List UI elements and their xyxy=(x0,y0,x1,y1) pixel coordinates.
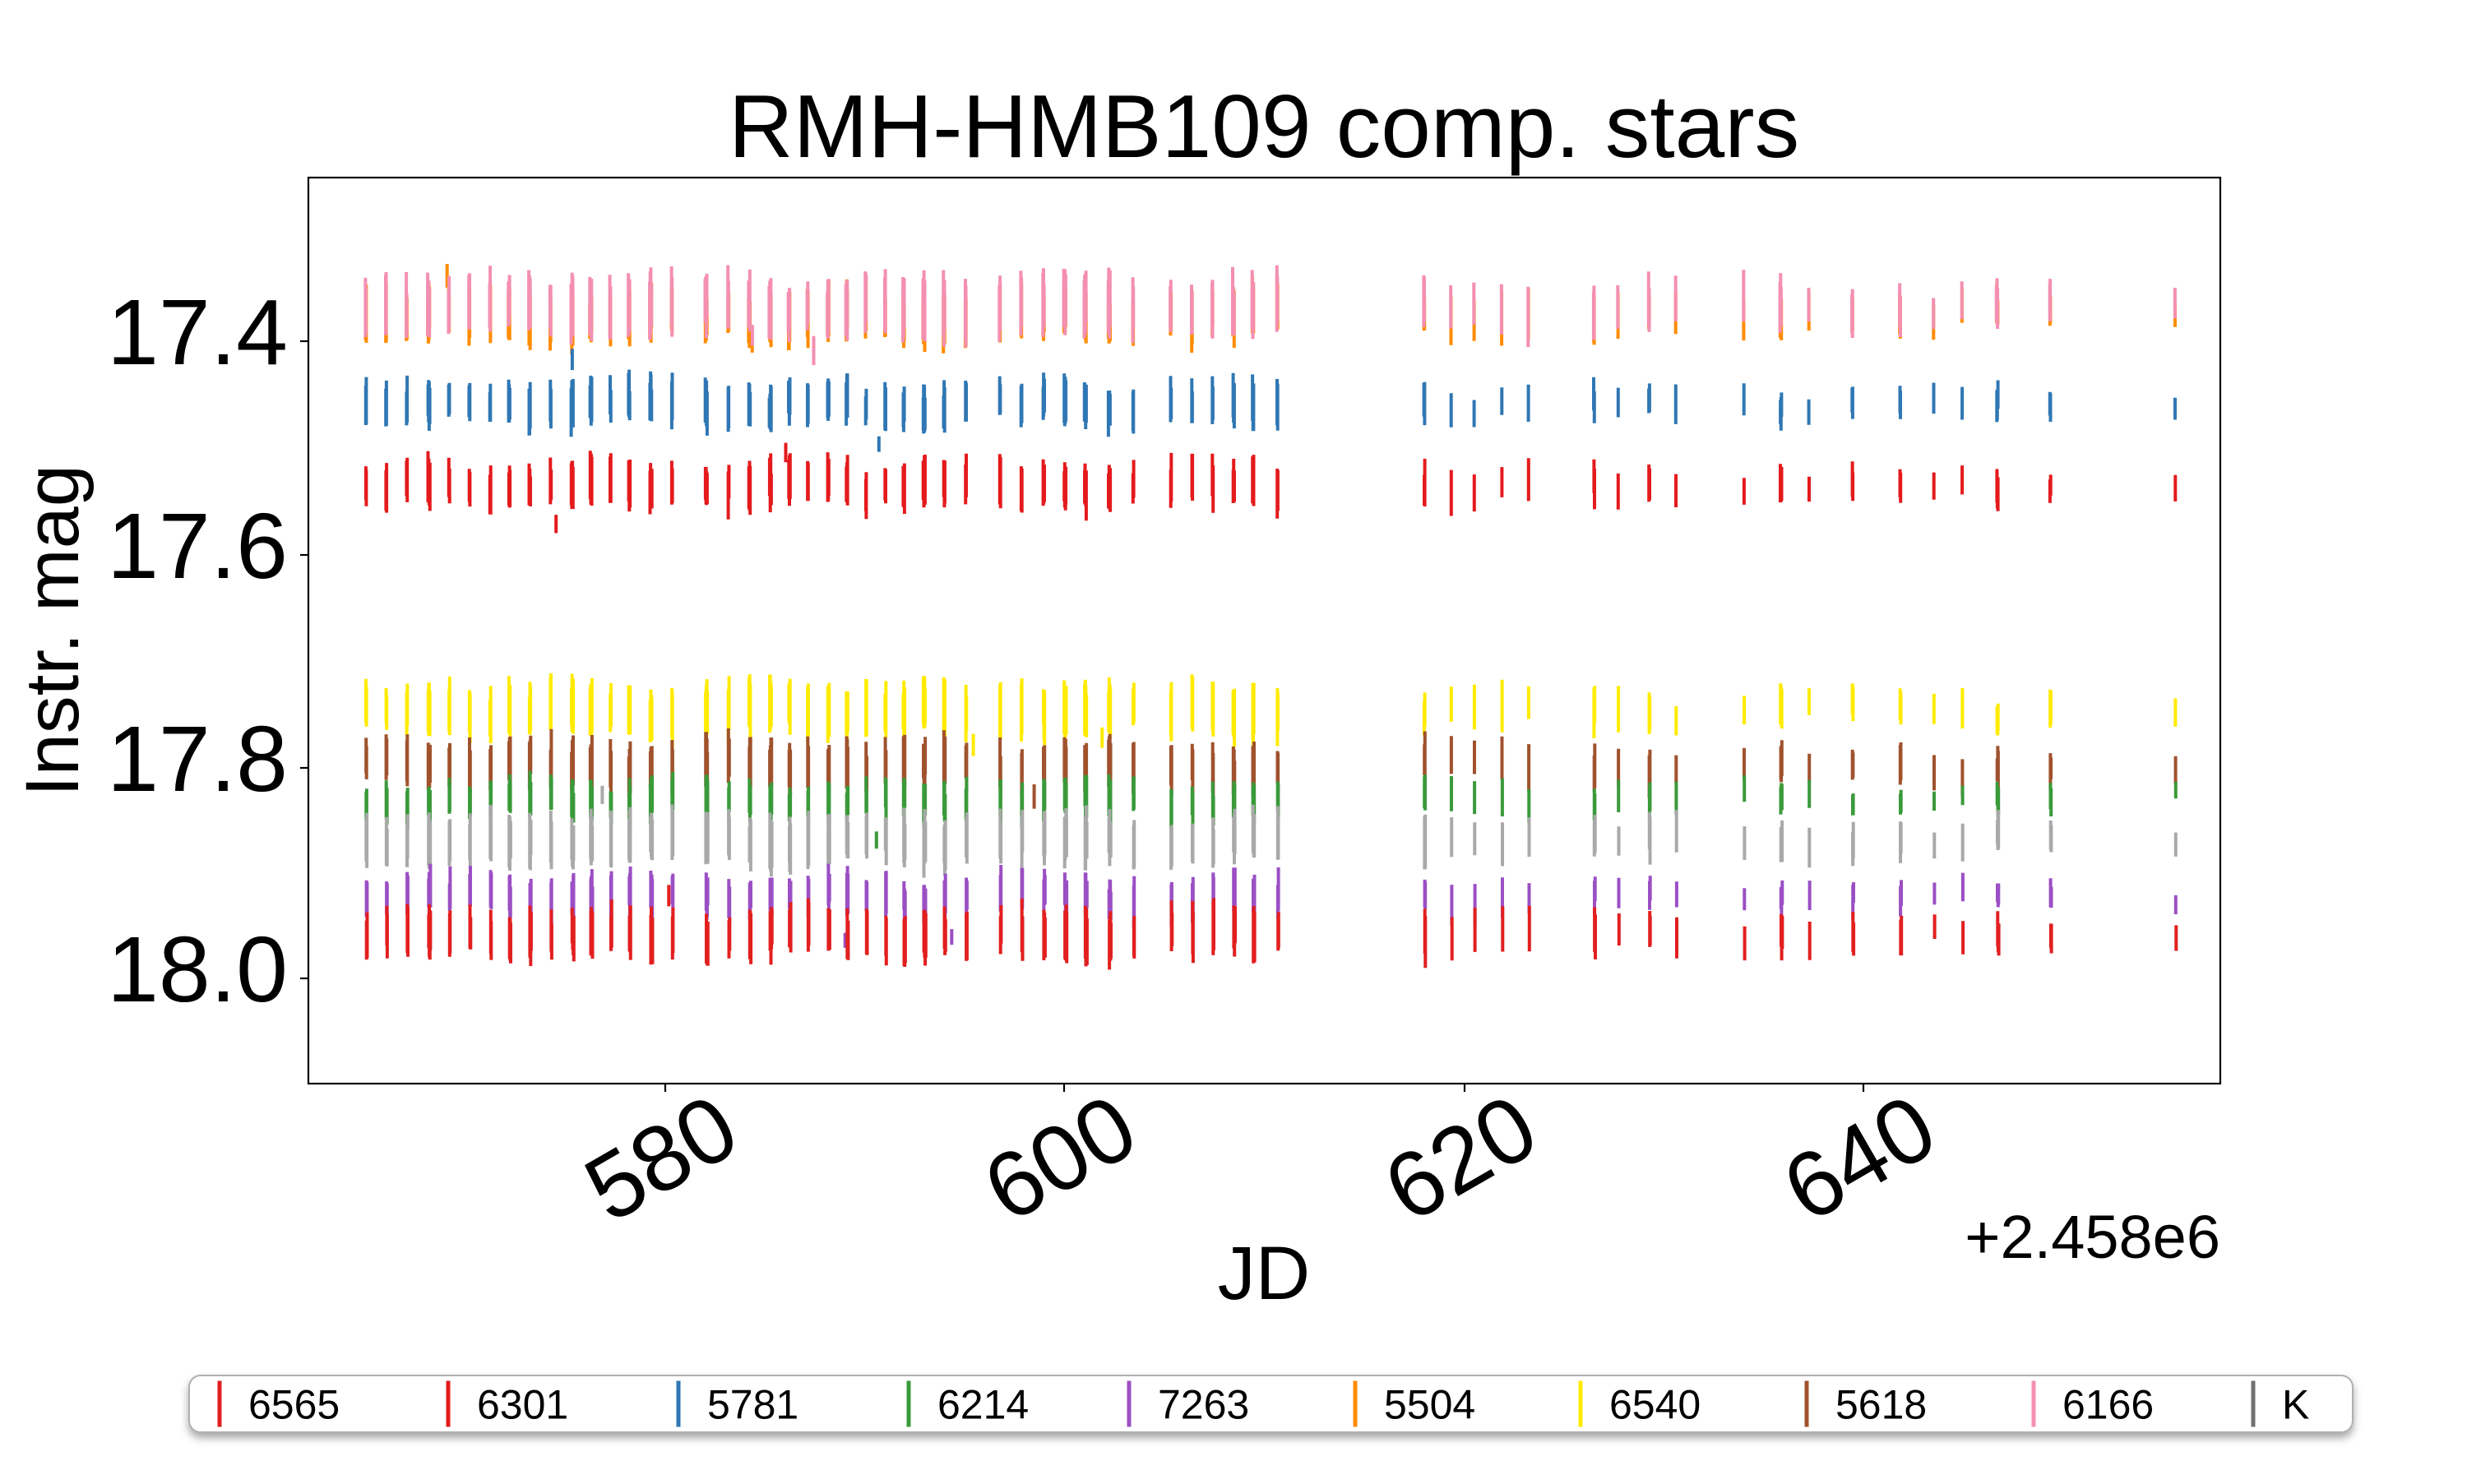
svg-text:K: K xyxy=(2282,1382,2309,1428)
svg-text:5504: 5504 xyxy=(1384,1382,1475,1428)
svg-text:6214: 6214 xyxy=(937,1382,1029,1428)
svg-text:5781: 5781 xyxy=(707,1382,798,1428)
svg-text:17.6: 17.6 xyxy=(107,494,288,598)
svg-text:Instr. mag: Instr. mag xyxy=(11,465,95,797)
svg-text:6565: 6565 xyxy=(248,1382,340,1428)
svg-text:5618: 5618 xyxy=(1835,1382,1927,1428)
svg-text:6540: 6540 xyxy=(1609,1382,1701,1428)
svg-text:7263: 7263 xyxy=(1158,1382,1249,1428)
svg-text:6166: 6166 xyxy=(2062,1382,2154,1428)
svg-text:JD: JD xyxy=(1218,1232,1310,1315)
svg-text:RMH-HMB109 comp. stars: RMH-HMB109 comp. stars xyxy=(729,76,1799,177)
svg-text:6301: 6301 xyxy=(477,1382,568,1428)
svg-text:18.0: 18.0 xyxy=(107,918,288,1021)
svg-text:17.4: 17.4 xyxy=(107,280,288,384)
svg-text:17.8: 17.8 xyxy=(107,707,288,811)
svg-text:+2.458e6: +2.458e6 xyxy=(1965,1203,2220,1271)
